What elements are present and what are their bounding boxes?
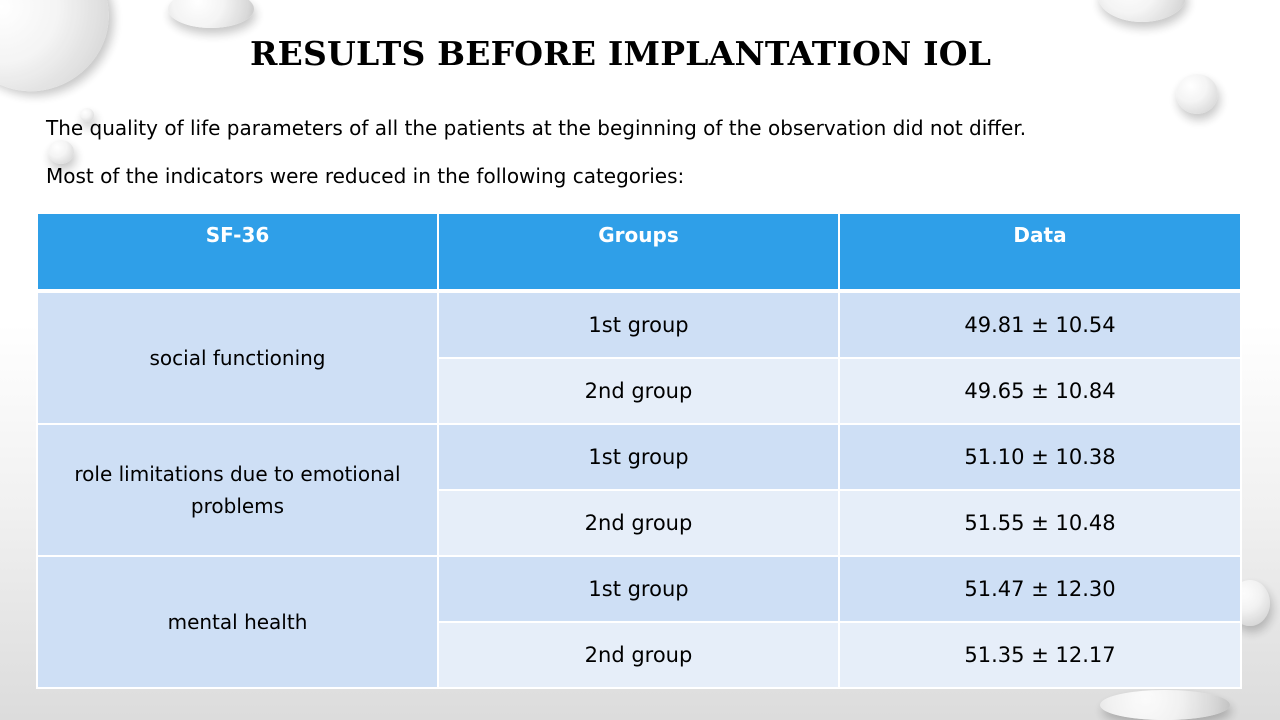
intro-text: Most of the indicators were reduced in t… xyxy=(46,164,685,188)
table-row: social functioning 1st group 49.81 ± 10.… xyxy=(36,290,1242,425)
column-header-data: Data xyxy=(838,212,1242,293)
data-cell: 49.81 ± 10.54 xyxy=(838,290,1242,359)
group-cell: 2nd group xyxy=(437,621,840,689)
group-cell: 1st group xyxy=(437,555,840,623)
category-cell: social functioning xyxy=(36,290,439,425)
table-row: role limitations due to emotional proble… xyxy=(36,423,1242,557)
group-cell: 1st group xyxy=(437,423,840,491)
group-cell: 2nd group xyxy=(437,357,840,425)
group-cell: 2nd group xyxy=(437,489,840,557)
data-cell: 49.65 ± 10.84 xyxy=(838,357,1242,425)
column-header-sf36: SF-36 xyxy=(36,212,439,293)
data-cell: 51.47 ± 12.30 xyxy=(838,555,1242,623)
results-table: SF-36 Groups Data social functioning 1st… xyxy=(36,212,1242,689)
data-cell: 51.55 ± 10.48 xyxy=(838,489,1242,557)
category-cell: mental health xyxy=(36,555,439,689)
water-drop-decoration xyxy=(1100,690,1230,720)
table-row: 2nd group 51.55 ± 10.48 xyxy=(37,489,1242,557)
water-drop-decoration xyxy=(80,108,94,122)
table-row: 2nd group 51.35 ± 12.17 xyxy=(37,621,1242,689)
water-drop-decoration xyxy=(1176,74,1218,114)
table-header-row: SF-36 Groups Data xyxy=(36,212,1242,293)
water-drop-decoration xyxy=(1098,0,1186,22)
data-cell: 51.35 ± 12.17 xyxy=(838,621,1242,689)
water-drop-decoration xyxy=(0,0,135,119)
category-cell: role limitations due to emotional proble… xyxy=(36,423,439,557)
column-header-groups: Groups xyxy=(437,212,840,293)
data-cell: 51.10 ± 10.38 xyxy=(838,423,1242,491)
intro-text: The quality of life parameters of all th… xyxy=(46,116,1027,140)
slide-title: RESULTS BEFORE IMPLANTATION IOL xyxy=(250,34,992,73)
water-drop-decoration xyxy=(168,0,254,28)
table-row: 2nd group 49.65 ± 10.84 xyxy=(37,357,1242,425)
water-drop-decoration xyxy=(48,140,74,164)
table-row: mental health 1st group 51.47 ± 12.30 xyxy=(36,555,1242,689)
group-cell: 1st group xyxy=(437,290,840,359)
